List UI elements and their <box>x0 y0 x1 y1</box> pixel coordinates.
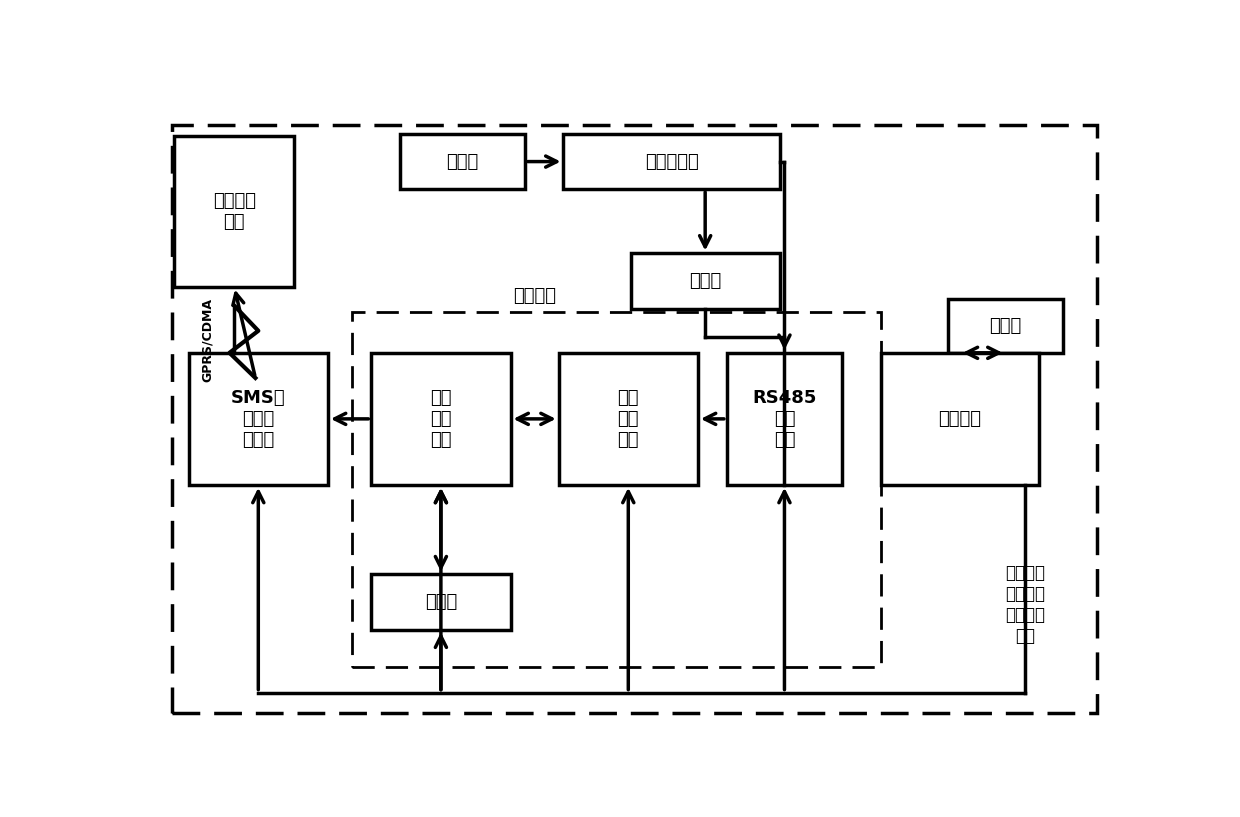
Text: 报警电路: 报警电路 <box>513 288 556 306</box>
Text: 电压
测量
电路: 电压 测量 电路 <box>618 389 639 449</box>
Text: 电压互感器: 电压互感器 <box>645 153 698 171</box>
Text: 变压器: 变压器 <box>446 153 479 171</box>
Bar <box>727 353 842 485</box>
Text: RS485
通信
电路: RS485 通信 电路 <box>753 389 817 449</box>
Text: 显示器: 显示器 <box>425 593 458 611</box>
Bar <box>174 136 294 287</box>
Bar <box>880 353 1039 485</box>
Bar <box>352 312 880 667</box>
Text: 运维人员
手机: 运维人员 手机 <box>213 192 255 230</box>
Bar <box>371 353 511 485</box>
Text: SMS短
消息通
信电路: SMS短 消息通 信电路 <box>231 389 285 449</box>
Bar <box>188 353 327 485</box>
Bar <box>947 299 1063 353</box>
Text: 变电站计
量装置电
压回路报
警器: 变电站计 量装置电 压回路报 警器 <box>1004 565 1045 645</box>
Bar <box>371 574 511 630</box>
Text: 电能表: 电能表 <box>689 272 722 290</box>
Bar <box>631 253 780 309</box>
Bar <box>563 134 780 190</box>
Bar <box>558 353 698 485</box>
Bar <box>401 134 525 190</box>
Text: GPRS/CDMA: GPRS/CDMA <box>201 298 213 382</box>
Text: 电压
比较
电路: 电压 比较 电路 <box>430 389 451 449</box>
Text: 蓄电池: 蓄电池 <box>990 317 1022 335</box>
Text: 电源电路: 电源电路 <box>939 410 981 428</box>
